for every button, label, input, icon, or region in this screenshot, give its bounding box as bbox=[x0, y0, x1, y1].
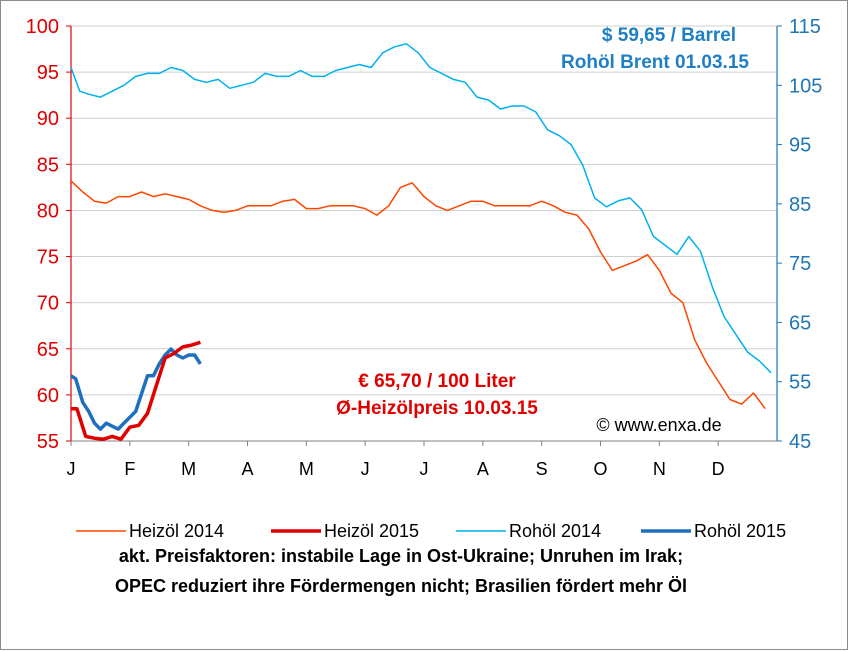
right-tick-label-45: 45 bbox=[789, 431, 811, 453]
right-tick-label-115: 115 bbox=[789, 16, 821, 38]
series-heiz-l-2015 bbox=[71, 340, 201, 441]
left-tick-label-90: 90 bbox=[37, 108, 59, 130]
legend-label-3: Rohöl 2015 bbox=[694, 521, 786, 541]
left-tick-label-100: 100 bbox=[26, 16, 59, 38]
left-axis-ticks: 55 60 65 70 75 80 85 90 95 100 bbox=[26, 16, 71, 453]
brent-price-annotation: $ 59,65 / Barrel bbox=[602, 25, 736, 46]
series-heiz-l-2014 bbox=[70, 180, 766, 410]
left-tick-label-65: 65 bbox=[37, 339, 59, 361]
brent-label-annotation: Rohöl Brent 01.03.15 bbox=[561, 52, 749, 73]
right-tick-label-55: 55 bbox=[789, 372, 811, 394]
left-tick-label-80: 80 bbox=[37, 200, 59, 222]
left-tick-label-70: 70 bbox=[37, 293, 59, 315]
legend: Heizöl 2014 Heizöl 2015 Rohöl 2014 Rohöl 20… bbox=[76, 521, 786, 541]
left-tick-label-95: 95 bbox=[37, 62, 59, 84]
month-label-10: N bbox=[653, 459, 666, 479]
footer-line-2: OPEC reduziert ihre Fördermengen nicht; … bbox=[115, 576, 687, 596]
left-tick-label-55: 55 bbox=[37, 431, 59, 453]
right-tick-label-65: 65 bbox=[789, 312, 811, 334]
heizoel-label-annotation: Ø-Heizölpreis 10.03.15 bbox=[336, 398, 538, 419]
month-label-5: J bbox=[361, 459, 370, 479]
left-tick-label-75: 75 bbox=[37, 247, 59, 269]
legend-label-2: Rohöl 2014 bbox=[509, 521, 601, 541]
legend-label-0: Heizöl 2014 bbox=[129, 521, 224, 541]
left-tick-label-85: 85 bbox=[37, 154, 59, 176]
right-tick-label-95: 95 bbox=[789, 135, 811, 157]
footer-line-1: akt. Preisfaktoren: instabile Lage in Os… bbox=[119, 546, 683, 566]
month-label-0: J bbox=[67, 459, 76, 479]
month-label-8: S bbox=[536, 459, 548, 479]
month-label-7: A bbox=[477, 459, 489, 479]
right-tick-label-85: 85 bbox=[789, 194, 811, 216]
gridlines bbox=[71, 25, 777, 442]
left-tick-label-60: 60 bbox=[37, 385, 59, 407]
legend-label-1: Heizöl 2015 bbox=[324, 521, 419, 541]
month-label-9: O bbox=[593, 459, 607, 479]
heizoel-price-annotation: € 65,70 / 100 Liter bbox=[358, 371, 516, 392]
month-label-1: F bbox=[124, 459, 135, 479]
right-axis-ticks: 45 55 65 75 85 95 105 115 bbox=[777, 16, 822, 453]
series-lines bbox=[70, 43, 772, 441]
series-roh-l-2014 bbox=[70, 43, 772, 374]
month-label-4: M bbox=[299, 459, 314, 479]
month-label-6: J bbox=[420, 459, 429, 479]
month-label-11: D bbox=[712, 459, 725, 479]
series-roh-l-2015 bbox=[70, 347, 202, 431]
right-tick-label-75: 75 bbox=[789, 253, 811, 275]
right-tick-label-105: 105 bbox=[789, 75, 822, 97]
month-label-2: M bbox=[181, 459, 196, 479]
copyright-text: © www.enxa.de bbox=[596, 415, 721, 435]
month-label-3: A bbox=[241, 459, 253, 479]
